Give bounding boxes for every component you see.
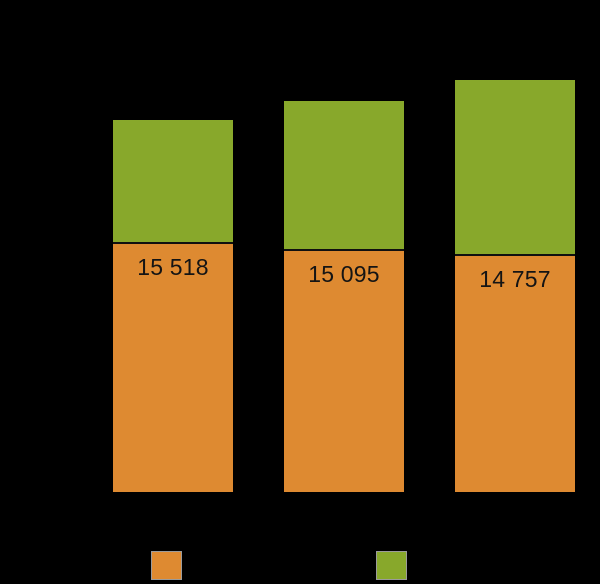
bar-group: 14 757: [455, 80, 575, 492]
bar-group: 15 518: [113, 120, 233, 492]
segment-separator: [284, 249, 404, 251]
bar-segment-orange: [113, 244, 233, 492]
bar-segment-green: [113, 120, 233, 242]
segment-separator: [113, 242, 233, 244]
bar-segment-orange: [284, 251, 404, 492]
bar-group: 15 095: [284, 101, 404, 492]
bar-segment-green: [455, 80, 575, 254]
legend-swatch-orange: [151, 551, 182, 580]
bar-value-label: 15 095: [308, 261, 380, 287]
bar-value-label: 14 757: [479, 266, 551, 292]
segment-separator: [455, 254, 575, 256]
bar-segment-orange: [455, 256, 575, 492]
bar-value-label: 15 518: [137, 254, 209, 280]
bar-segment-green: [284, 101, 404, 249]
legend-swatch-green: [376, 551, 407, 580]
